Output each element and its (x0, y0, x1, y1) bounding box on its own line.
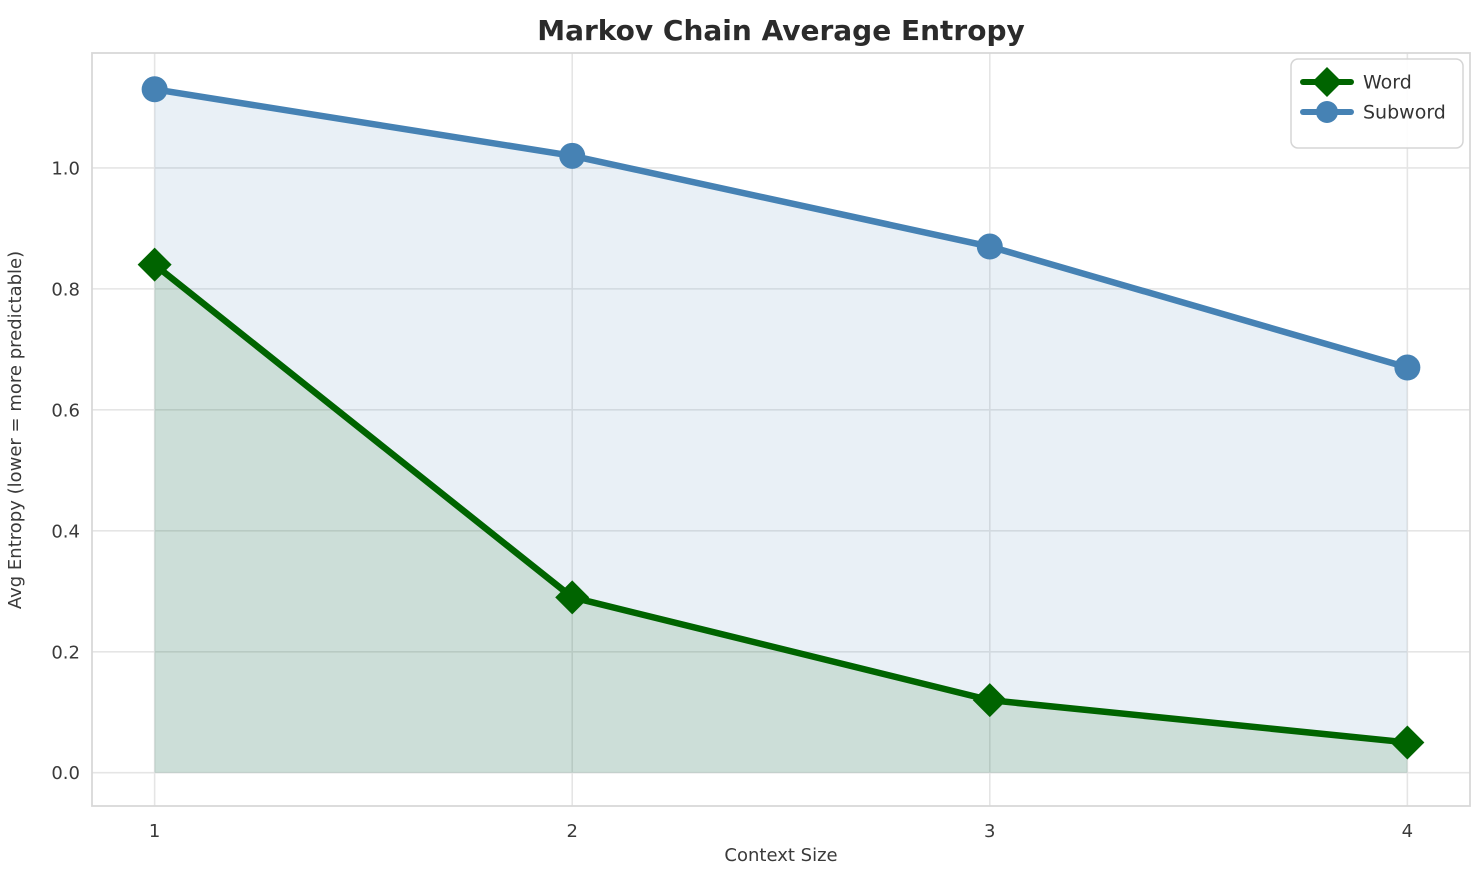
marker-subword-2 (559, 142, 586, 169)
ytick-0.6: 0.6 (51, 400, 80, 421)
ytick-0.8: 0.8 (51, 279, 80, 300)
plot-background (92, 53, 1470, 806)
x-tick-labels: 1 2 3 4 (149, 821, 1413, 842)
area-fill-subword (154, 89, 1408, 773)
legend-glyph-marker-subword (1316, 101, 1338, 123)
marker-word-3 (972, 683, 1007, 718)
series-word (137, 247, 1425, 760)
legend: Word Subword (1290, 58, 1464, 149)
plot-border (91, 52, 1471, 807)
marker-word-1 (137, 247, 172, 282)
xtick-2: 2 (566, 821, 577, 842)
series-lines (137, 76, 1425, 760)
legend-item-word-label: Word (1363, 72, 1412, 94)
xtick-4: 4 (1402, 821, 1413, 842)
xtick-3: 3 (984, 821, 995, 842)
marker-subword-1 (141, 76, 168, 103)
y-axis-label: Avg Entropy (lower = more predictable) (5, 251, 26, 609)
ytick-0.4: 0.4 (51, 521, 80, 542)
x-axis-label: Context Size (724, 845, 837, 866)
series-subword (141, 76, 1421, 381)
marker-word-4 (1390, 725, 1425, 760)
legend-glyphs (1300, 67, 1354, 123)
series-line-subword (151, 86, 1411, 371)
marker-word-2 (555, 580, 590, 615)
xtick-1: 1 (149, 821, 160, 842)
area-fills (154, 89, 1408, 773)
chart-title: Markov Chain Average Entropy (537, 14, 1025, 47)
marker-subword-3 (976, 233, 1003, 260)
ytick-0.2: 0.2 (51, 642, 80, 663)
ytick-1: 1.0 (51, 158, 80, 179)
legend-glyph-marker-word (1312, 67, 1342, 97)
y-tick-labels: 0.0 0.2 0.4 0.6 0.8 1.0 (51, 158, 80, 784)
legend-item-subword-label: Subword (1363, 102, 1446, 124)
marker-subword-4 (1394, 354, 1421, 381)
ytick-0: 0.0 (51, 763, 80, 784)
area-fill-word (154, 264, 1408, 773)
series-line-word (151, 261, 1411, 746)
